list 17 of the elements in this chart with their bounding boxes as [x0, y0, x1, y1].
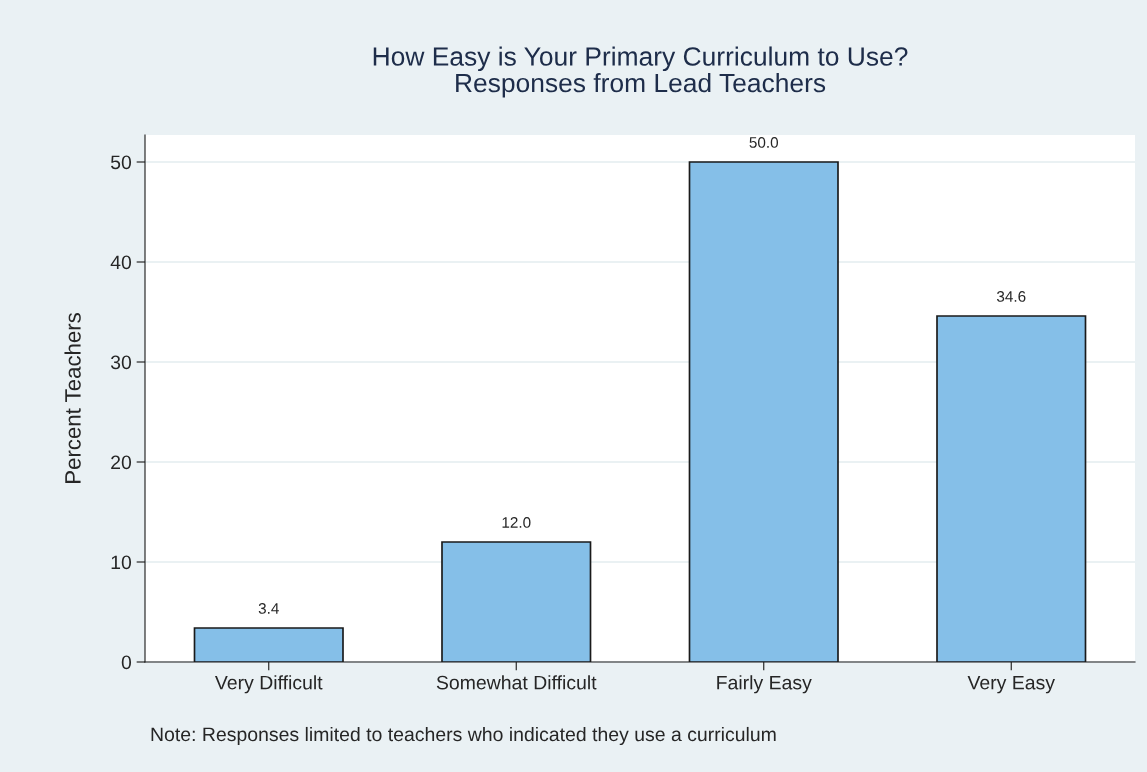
- y-tick-label: 50: [110, 155, 132, 170]
- y-tick-label: 0: [121, 655, 132, 670]
- text: Note: Responses limited to teachers who indicated they use a curriculum: [151, 726, 776, 746]
- x-tick-label: Very Easy: [967, 675, 1055, 694]
- x-tick-label: Fairly Easy: [717, 675, 812, 694]
- y-tick-label: 40: [110, 255, 132, 270]
- data-label: 12.0: [502, 517, 531, 528]
- data-label: 34.6: [996, 291, 1026, 302]
- chart-title: How Easy is Your Primary Curriculum to Use? Responses from Lead Teachers: [373, 46, 908, 98]
- y-axis-title: Percent Teachers: [64, 313, 81, 483]
- y-tick-label: 10: [111, 555, 132, 570]
- x-tick-label: Very Difficult: [214, 675, 323, 694]
- y-tick-label: 30: [110, 355, 132, 370]
- data-label: 3.4: [258, 603, 279, 614]
- data-label: 50.0: [749, 137, 779, 148]
- x-tick-label: Somewhat Difficult: [436, 675, 597, 690]
- y-tick-label: 20: [111, 455, 132, 470]
